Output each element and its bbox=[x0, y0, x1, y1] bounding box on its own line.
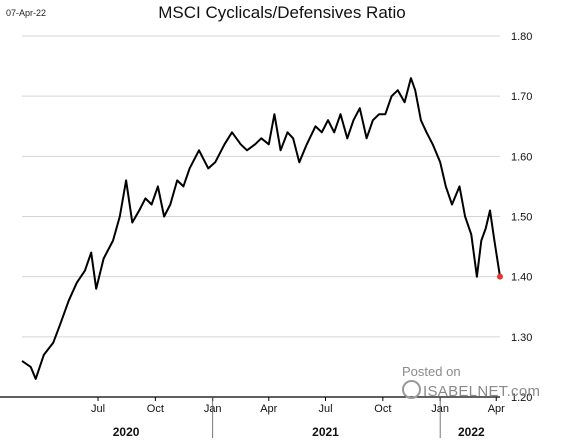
x-tick-label: Apr bbox=[488, 403, 505, 415]
year-label: 2020 bbox=[113, 425, 140, 439]
x-tick-label: Jul bbox=[318, 403, 332, 415]
date-stamp: 07-Apr-22 bbox=[6, 8, 47, 18]
series-line bbox=[21, 77, 501, 380]
chart-title: MSCI Cyclicals/Defensives Ratio bbox=[158, 3, 406, 22]
watermark: Posted on ISABELNET.com bbox=[402, 364, 540, 400]
y-tick-label: 1.60 bbox=[511, 151, 532, 163]
y-tick-label: 1.80 bbox=[511, 31, 532, 43]
watermark-line1: Posted on bbox=[402, 364, 461, 379]
year-label: 2021 bbox=[312, 425, 339, 439]
y-tick-label: 1.40 bbox=[511, 272, 532, 284]
watermark-line2: ISABELNET.com bbox=[423, 383, 541, 400]
y-tick-label: 1.30 bbox=[511, 332, 532, 344]
series-layer bbox=[21, 77, 503, 380]
last-value-marker bbox=[497, 273, 503, 280]
y-tick-label: 1.50 bbox=[511, 212, 532, 224]
y-tick-label: 1.20 bbox=[511, 392, 532, 404]
x-tick-label: Jul bbox=[91, 403, 105, 415]
isabelnet-logo-icon bbox=[402, 380, 421, 399]
x-tick-label: Apr bbox=[260, 403, 277, 415]
x-tick-label: Oct bbox=[147, 403, 164, 415]
year-label: 2022 bbox=[458, 425, 485, 439]
x-tick-label: Oct bbox=[374, 403, 391, 415]
gridlines bbox=[22, 35, 500, 398]
y-axis: 1.20 1.30 1.40 1.50 1.60 1.70 1.80 bbox=[511, 31, 532, 404]
y-tick-label: 1.70 bbox=[511, 91, 532, 103]
